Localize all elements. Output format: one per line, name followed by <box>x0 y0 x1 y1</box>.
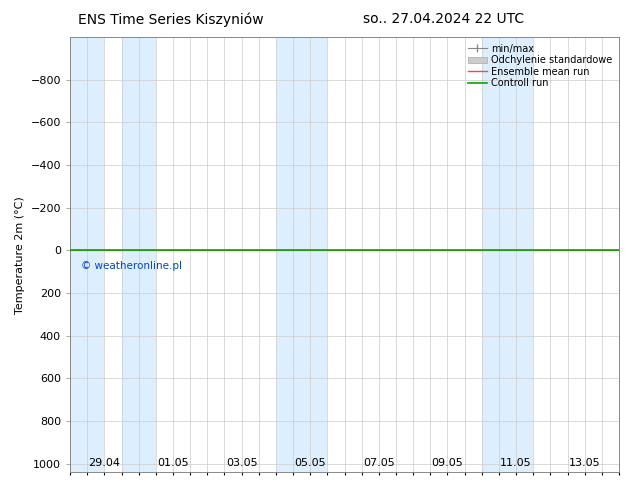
Text: 05.05: 05.05 <box>294 458 326 468</box>
Text: 03.05: 03.05 <box>226 458 257 468</box>
Bar <box>482 37 533 472</box>
Text: © weatheronline.pl: © weatheronline.pl <box>81 261 182 270</box>
Text: ENS Time Series Kiszyniów: ENS Time Series Kiszyniów <box>79 12 264 27</box>
Text: 07.05: 07.05 <box>363 458 395 468</box>
Bar <box>70 37 105 472</box>
Text: 13.05: 13.05 <box>569 458 600 468</box>
Bar <box>122 37 156 472</box>
Text: 09.05: 09.05 <box>432 458 463 468</box>
Text: so.. 27.04.2024 22 UTC: so.. 27.04.2024 22 UTC <box>363 12 524 26</box>
Bar <box>276 37 327 472</box>
Text: 01.05: 01.05 <box>157 458 189 468</box>
Legend: min/max, Odchylenie standardowe, Ensemble mean run, Controll run: min/max, Odchylenie standardowe, Ensembl… <box>465 42 614 90</box>
Text: 11.05: 11.05 <box>500 458 532 468</box>
Text: 29.04: 29.04 <box>88 458 120 468</box>
Y-axis label: Temperature 2m (°C): Temperature 2m (°C) <box>15 196 25 314</box>
